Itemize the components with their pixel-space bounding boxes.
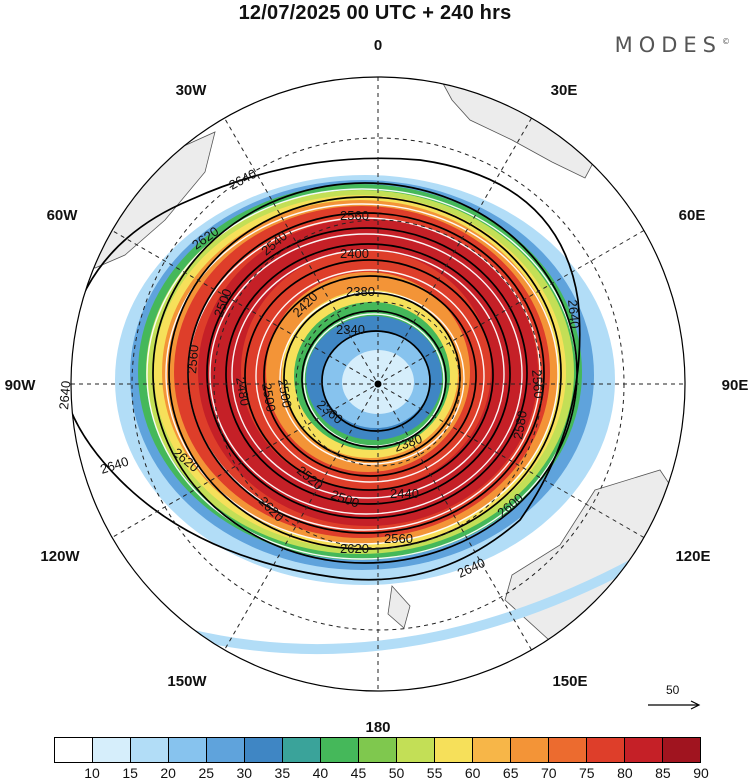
colorbar-tick-label: 50 [388, 765, 405, 781]
brand-logo: MODES© [615, 33, 730, 57]
colorbar-swatch [55, 738, 93, 762]
colorbar-swatch [359, 738, 397, 762]
colorbar-swatch [169, 738, 207, 762]
lon-label-60w: 60W [47, 207, 79, 224]
reference-vector: 50 [646, 683, 702, 713]
colorbar-tick-label: 65 [502, 765, 519, 781]
contour-label: 2480 [233, 376, 253, 407]
colorbar-tick-label: 25 [198, 765, 215, 781]
colorbar-swatch [245, 738, 283, 762]
colorbar-tick-label: 20 [160, 765, 176, 781]
lon-label-120w: 120W [40, 548, 80, 565]
colorbar-tick-label: 40 [312, 765, 329, 781]
colorbar-swatch [93, 738, 131, 762]
contour-label: 2380 [346, 284, 375, 299]
lon-label-180: 180 [365, 719, 390, 736]
lon-label-90w: 90W [5, 377, 37, 394]
contour-label: 2560 [384, 531, 413, 546]
colorbar-swatch [321, 738, 359, 762]
lon-label-90e: 90E [722, 377, 749, 394]
lon-label-120e: 120E [675, 548, 710, 565]
colorbar-swatch [587, 738, 625, 762]
colorbar-swatch [397, 738, 435, 762]
brand-name: MODES [614, 33, 722, 57]
contour-label: 2580 [510, 409, 530, 440]
colorbar-ticks: 10 15 20 25 30 35 40 45 50 55 60 65 70 75 80 85 90 [54, 765, 709, 781]
colorbar-tick-label: 15 [122, 765, 138, 781]
land-new-zealand [387, 585, 411, 629]
contour-label: 2560 [184, 344, 201, 374]
colorbar-tick-label: 90 [693, 765, 709, 781]
colorbar-swatch [511, 738, 549, 762]
map-title: 12/07/2025 00 UTC + 240 hrs [238, 2, 512, 24]
contour-label: 2340 [336, 322, 365, 337]
colorbar-tick-label: 55 [426, 765, 443, 781]
contour-label: 2640 [56, 380, 73, 410]
colorbar-tick-label: 75 [579, 765, 595, 781]
colorbar-tick-label: 70 [540, 765, 557, 781]
height-contours [71, 157, 581, 581]
colorbar-swatch [283, 738, 321, 762]
contour-label: 2440 [390, 486, 419, 501]
contour-label: 2560 [340, 208, 369, 223]
copyright-mark: © [722, 37, 730, 46]
colorbar-swatch [663, 738, 700, 762]
colorbar-swatch [435, 738, 473, 762]
contour-label: 2500 [275, 378, 295, 409]
colorbar-tick-label: 10 [84, 765, 100, 781]
colorbar-tick-label: 30 [236, 765, 253, 781]
reference-vector-value: 50 [666, 683, 680, 697]
colorbar [54, 737, 701, 763]
colorbar-tick-label: 60 [464, 765, 481, 781]
lon-label-0: 0 [374, 37, 382, 54]
arrow-right-icon [648, 700, 701, 710]
colorbar-swatch [131, 738, 169, 762]
colorbar-swatch [549, 738, 587, 762]
contour-label: 2640 [565, 299, 582, 329]
pole-marker [374, 380, 382, 388]
lon-label-60e: 60E [679, 207, 706, 224]
colorbar-swatch [207, 738, 245, 762]
contour-label: 2400 [340, 246, 369, 261]
longitude-labels: 0 30E 60E 90E 120E 150E 180 150W 120W 90… [5, 37, 749, 736]
contour-label: 2620 [340, 541, 369, 556]
contour-label: 2500 [259, 382, 279, 413]
lon-label-150e: 150E [552, 673, 587, 690]
lon-label-30e: 30E [551, 82, 578, 99]
contour-label: 2560 [529, 369, 546, 399]
colorbar-tick-label: 35 [274, 765, 291, 781]
colorbar-tick-label: 85 [655, 765, 671, 781]
colorbar-swatch [625, 738, 663, 762]
colorbar-swatch [473, 738, 511, 762]
colorbar-tick-label: 45 [350, 765, 367, 781]
map-border [70, 76, 686, 692]
lon-label-150w: 150W [167, 673, 207, 690]
lon-label-30w: 30W [176, 82, 208, 99]
colorbar-tick-label: 80 [617, 765, 633, 781]
